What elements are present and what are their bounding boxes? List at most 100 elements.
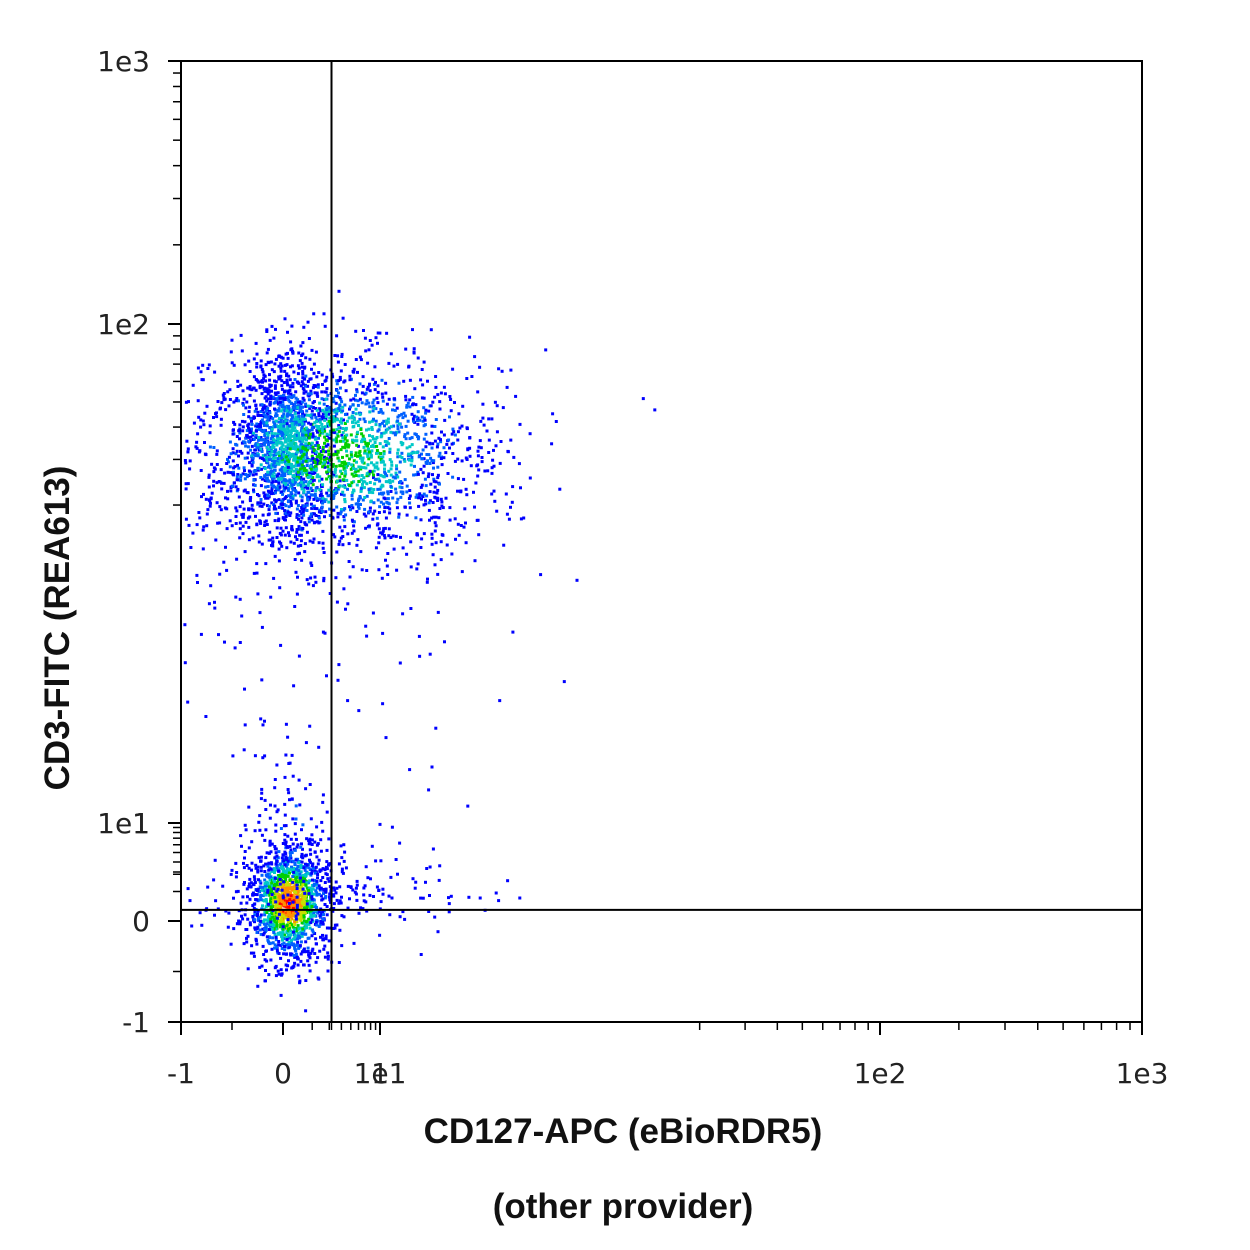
event-dot [253,754,257,758]
event-dot [302,457,306,461]
event-dot [279,526,283,530]
event-dot [243,550,247,554]
event-dot [256,468,260,472]
event-dot [438,482,441,486]
event-dot [249,885,253,889]
event-dot [267,902,270,906]
event-dot [321,541,325,545]
event-dot [309,486,313,490]
event-dot [292,434,296,438]
event-dot [343,437,347,441]
event-dot [270,492,273,496]
event-dot [376,331,380,335]
event-dot [309,852,313,856]
event-dot [207,498,211,502]
event-dot [252,875,256,879]
event-dot [204,497,208,501]
event-dot [473,355,477,359]
event-dot [261,370,265,374]
event-dot [301,823,305,827]
event-dot [359,550,363,554]
event-dot [247,885,251,888]
event-dot [359,503,362,506]
event-dot [304,419,307,423]
event-dot [394,534,398,538]
event-dot [404,437,408,441]
event-dot [430,532,434,536]
event-dot [295,903,299,907]
event-dot [348,575,352,579]
event-dot [510,500,514,504]
event-dot [396,424,400,428]
event-dot [255,898,259,902]
event-dot [321,630,325,634]
event-dot [376,473,380,477]
event-dot [248,428,252,432]
event-dot [238,527,242,531]
event-dot [254,927,258,931]
event-dot [235,478,239,482]
event-dot [188,899,192,903]
event-dot [368,389,372,393]
event-dot [318,433,322,437]
event-dot [300,932,304,935]
event-dot [317,892,321,896]
event-dot [370,449,374,453]
event-dot [273,504,277,508]
event-dot [267,458,271,462]
event-dot [274,900,278,904]
event-dot [262,953,266,956]
event-dot [441,533,445,537]
event-dot [392,547,396,551]
event-dot [279,437,283,441]
event-dot [309,873,313,877]
event-dot [335,886,339,890]
event-dot [303,384,307,388]
event-dot [308,724,312,728]
event-dot [241,532,245,536]
event-dot [293,558,297,561]
event-dot [384,391,388,395]
event-dot [300,852,304,856]
event-dot [277,920,281,923]
event-dot [291,966,295,969]
event-dot [299,914,303,918]
event-dot [273,519,277,523]
event-dot [270,483,274,487]
event-dot [241,389,245,393]
y-tick-label: 0 [132,905,150,938]
event-dot [292,684,296,688]
event-dot [294,570,298,574]
event-dot [408,437,412,441]
event-dot [284,840,288,844]
event-dot [528,432,532,436]
event-dot [289,952,292,956]
event-dot [354,467,358,471]
event-dot [225,568,229,572]
event-dot [297,476,301,480]
event-dot [295,430,299,433]
event-dot [229,452,233,456]
event-dot [300,469,304,473]
event-dot [339,469,343,473]
event-dot [232,481,236,485]
event-dot [395,506,399,510]
event-dot [494,444,498,448]
event-dot [384,430,388,434]
event-dot [270,947,274,951]
event-dot [381,484,385,488]
event-dot [349,433,353,437]
event-dot [235,443,239,447]
event-dot [243,881,246,884]
event-dot [345,454,349,458]
event-dot [273,379,276,383]
event-dot [256,925,260,929]
event-dot [277,943,281,947]
event-dot [196,581,199,584]
event-dot [228,388,232,392]
event-dot [346,487,349,491]
event-dot [427,508,431,512]
event-dot [314,350,318,354]
event-dot [298,533,302,537]
event-dot [285,414,289,418]
